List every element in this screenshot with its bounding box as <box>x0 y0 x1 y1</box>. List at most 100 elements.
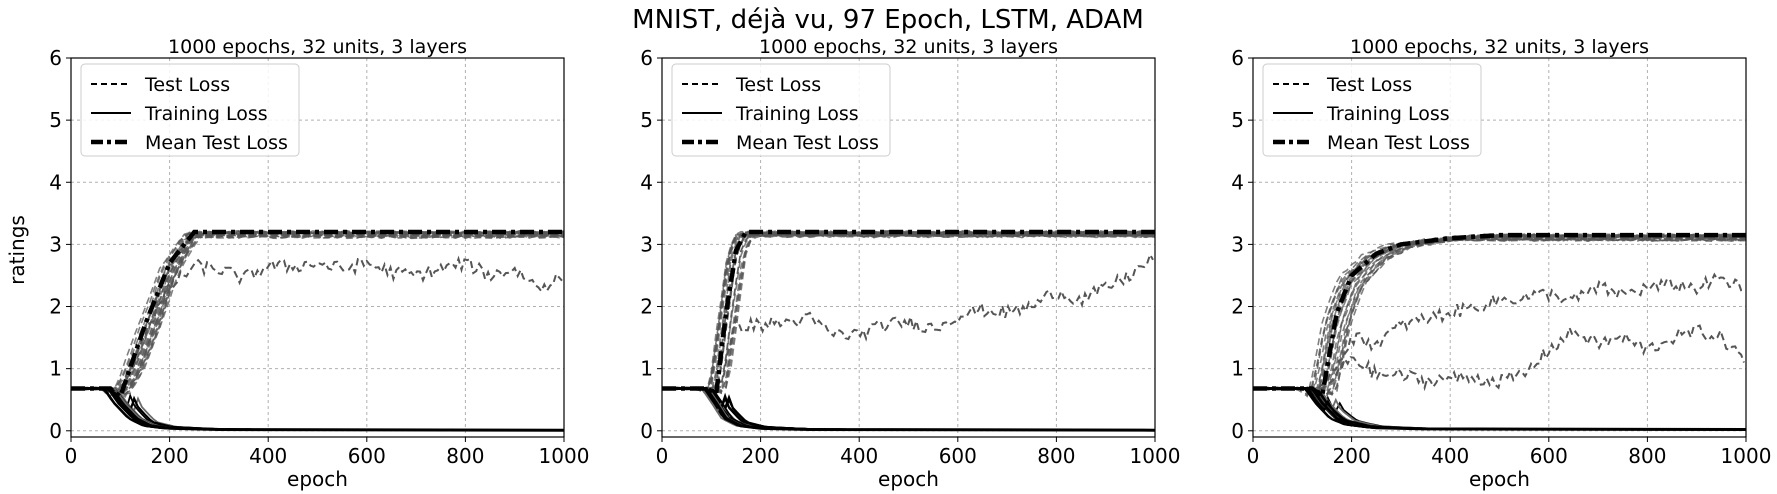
x-tick-label: 400 <box>249 444 287 468</box>
test-loss-run-line <box>71 230 564 396</box>
test-loss-run-line <box>1253 235 1746 396</box>
x-tick-label: 200 <box>151 444 189 468</box>
x-tick-label: 600 <box>1530 444 1568 468</box>
x-tick-label: 1000 <box>1721 444 1772 468</box>
x-axis-label: epoch <box>287 467 348 491</box>
y-tick-label: 2 <box>49 295 62 319</box>
test-loss-run-line <box>1253 237 1746 396</box>
legend-label: Training Loss <box>144 103 268 125</box>
test-loss-run-line <box>1253 235 1746 396</box>
legend-label: Test Loss <box>735 74 821 96</box>
x-tick-label: 800 <box>1628 444 1666 468</box>
test-loss-run-line <box>71 234 564 398</box>
y-tick-label: 0 <box>640 419 653 443</box>
figure-y-axis-label: ratings <box>5 215 29 285</box>
x-tick-label: 800 <box>1037 444 1075 468</box>
test-loss-run-line <box>71 232 564 395</box>
legend-label: Training Loss <box>1326 103 1450 125</box>
panel-title: 1000 epochs, 32 units, 3 layers <box>168 36 467 58</box>
test-loss-run-line <box>71 229 564 398</box>
test-loss-run-line <box>71 233 564 399</box>
x-axis-label: epoch <box>878 467 939 491</box>
plot-lines <box>71 229 564 432</box>
test-loss-run-line <box>71 233 564 398</box>
x-tick-label: 200 <box>742 444 780 468</box>
y-tick-label: 4 <box>640 170 653 194</box>
legend-label: Mean Test Loss <box>145 132 288 154</box>
x-tick-label: 0 <box>65 444 78 468</box>
training-loss-line <box>71 387 564 432</box>
test-loss-run-line <box>71 231 564 396</box>
y-tick-label: 5 <box>640 108 653 132</box>
mean-test-loss-line <box>71 229 564 401</box>
x-tick-label: 0 <box>656 444 669 468</box>
test-loss-run-line <box>662 233 1155 393</box>
test-loss-run-line <box>71 231 564 399</box>
test-loss-line-1 <box>1253 272 1745 390</box>
legend-label: Test Loss <box>1326 74 1412 96</box>
test-loss-run-line <box>1253 237 1746 395</box>
x-axis-label: epoch <box>1469 467 1530 491</box>
legend-label: Mean Test Loss <box>736 132 879 154</box>
mean-test-loss-line <box>1253 232 1746 401</box>
y-tick-label: 6 <box>49 46 62 70</box>
y-tick-label: 3 <box>49 232 62 256</box>
y-tick-label: 1 <box>640 357 653 381</box>
y-tick-label: 2 <box>1231 295 1244 319</box>
y-tick-label: 5 <box>1231 108 1244 132</box>
test-loss-run-line <box>71 234 564 396</box>
axes-frame <box>70 57 565 438</box>
axes-frame <box>661 57 1156 438</box>
test-loss-run-line <box>1253 236 1746 398</box>
plot-lines <box>662 229 1155 432</box>
test-loss-run-line <box>71 230 564 398</box>
y-tick-label: 2 <box>640 295 653 319</box>
legend-box <box>80 63 300 157</box>
y-tick-label: 1 <box>49 357 62 381</box>
y-tick-label: 3 <box>640 232 653 256</box>
legend-label: Mean Test Loss <box>1327 132 1470 154</box>
x-tick-label: 1000 <box>539 444 590 468</box>
x-tick-label: 0 <box>1247 444 1260 468</box>
legend-label: Training Loss <box>735 103 859 125</box>
legend: Test Loss Training Loss Mean Test Loss <box>80 63 300 157</box>
test-loss-run-line <box>71 233 564 397</box>
figure-suptitle: MNIST, déjà vu, 97 Epoch, LSTM, ADAM <box>632 5 1144 35</box>
y-tick-label: 3 <box>1231 232 1244 256</box>
legend-label: Test Loss <box>144 74 230 96</box>
test-loss-run-line <box>71 233 564 396</box>
test-loss-run-line <box>71 234 564 398</box>
test-loss-run-line <box>71 230 564 400</box>
test-loss-line-2 <box>1253 324 1745 392</box>
legend: Test Loss Training Loss Mean Test Loss <box>671 63 891 157</box>
y-tick-label: 0 <box>49 419 62 443</box>
x-tick-label: 200 <box>1333 444 1371 468</box>
y-tick-label: 5 <box>49 108 62 132</box>
x-tick-label: 600 <box>348 444 386 468</box>
training-loss-line <box>662 387 1155 432</box>
y-tick-label: 4 <box>1231 170 1244 194</box>
y-tick-label: 6 <box>1231 46 1244 70</box>
test-loss-run-line <box>71 231 564 397</box>
test-loss-run-line <box>71 234 564 398</box>
test-loss-run-line <box>1253 236 1746 395</box>
test-loss-run-line <box>1253 233 1746 396</box>
panel-title: 1000 epochs, 32 units, 3 layers <box>1350 36 1649 58</box>
y-tick-label: 1 <box>1231 357 1244 381</box>
legend-box <box>671 63 891 157</box>
y-tick-label: 4 <box>49 170 62 194</box>
test-loss-run-line <box>71 231 564 398</box>
x-tick-label: 800 <box>446 444 484 468</box>
test-loss-line-1 <box>662 252 1154 390</box>
x-tick-label: 1000 <box>1130 444 1181 468</box>
test-loss-run-line <box>71 233 564 397</box>
axes-frame <box>1252 57 1747 438</box>
test-loss-line-1 <box>71 255 563 394</box>
test-loss-run-line <box>71 234 564 396</box>
panel-title: 1000 epochs, 32 units, 3 layers <box>759 36 1058 58</box>
y-tick-label: 0 <box>1231 419 1244 443</box>
